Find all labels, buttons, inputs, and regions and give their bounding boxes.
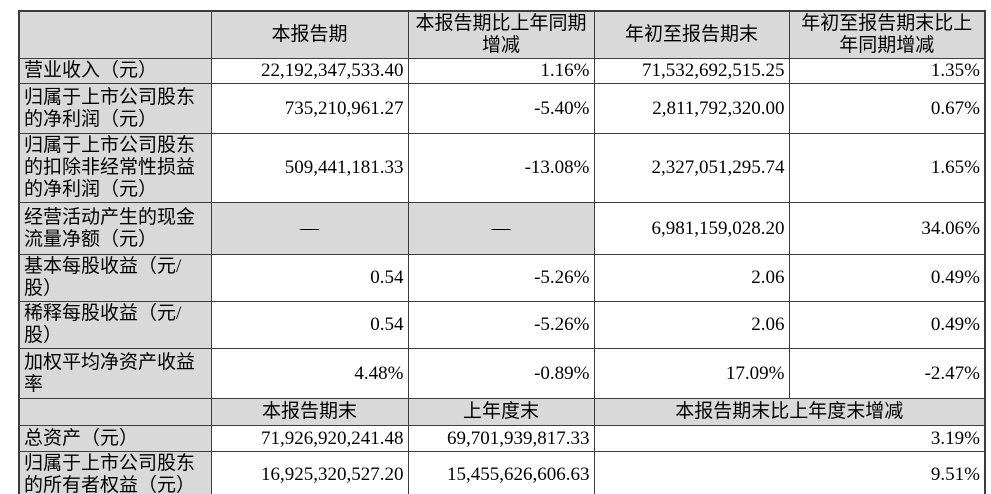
value-ytd: 6,981,159,028.20	[593, 202, 790, 255]
col-header-current-period: 本报告期	[210, 10, 409, 59]
value-end-change: 9.51%	[593, 451, 986, 494]
value-ytd: 2.06	[593, 254, 790, 302]
header-row-end-of-period: 本报告期末 上年度末 本报告期末比上年度末增减	[18, 398, 986, 426]
value-period-yoy: 1.16%	[407, 58, 595, 84]
row-equity-attributable: 归属于上市公司股东 的所有者权益（元） 16,925,320,527.20 15…	[18, 451, 986, 494]
metric-label: 加权平均净资产收益 率	[18, 348, 212, 399]
value-current-period: 0.54	[210, 301, 409, 349]
value-period-yoy: -0.89%	[407, 348, 595, 399]
row-operating-revenue: 营业收入（元） 22,192,347,533.40 1.16% 71,532,6…	[18, 58, 986, 84]
metric-label: 总资产（元）	[18, 425, 212, 452]
value-current-period: 509,441,181.33	[210, 133, 409, 203]
value-ytd-yoy: 1.65%	[788, 133, 986, 203]
row-net-profit-attributable: 归属于上市公司股东 的净利润（元） 735,210,961.27 -5.40% …	[18, 83, 986, 134]
corner-cell	[18, 398, 212, 426]
value-ytd: 2.06	[593, 301, 790, 349]
metric-label: 归属于上市公司股东 的净利润（元）	[18, 83, 212, 134]
value-period-yoy: -5.40%	[407, 83, 595, 134]
value-current-period-end: 16,925,320,527.20	[210, 451, 409, 494]
value-current-period-end: 71,926,920,241.48	[210, 425, 409, 452]
value-ytd: 71,532,692,515.25	[593, 58, 790, 84]
value-end-change: 3.19%	[593, 425, 986, 452]
col-header-end-vs-prev-year-change: 本报告期末比上年度末增减	[593, 398, 986, 426]
value-ytd-yoy: 1.35%	[788, 58, 986, 84]
value-period-yoy: -13.08%	[407, 133, 595, 203]
row-diluted-eps: 稀释每股收益（元/ 股） 0.54 -5.26% 2.06 0.49%	[18, 301, 986, 349]
metric-label: 基本每股收益（元/ 股）	[18, 254, 212, 302]
value-ytd-yoy: -2.47%	[788, 348, 986, 399]
metric-label: 稀释每股收益（元/ 股）	[18, 301, 212, 349]
corner-cell	[18, 10, 212, 59]
col-header-current-period-end: 本报告期末	[210, 398, 409, 426]
row-weighted-avg-roe: 加权平均净资产收益 率 4.48% -0.89% 17.09% -2.47%	[18, 348, 986, 399]
value-ytd: 2,327,051,295.74	[593, 133, 790, 203]
col-header-prev-year-end: 上年度末	[407, 398, 595, 426]
value-ytd: 17.09%	[593, 348, 790, 399]
row-operating-cash-flow: 经营活动产生的现金 流量净额（元） — — 6,981,159,028.20 3…	[18, 202, 986, 255]
header-row-period: 本报告期 本报告期比上年同期 增减 年初至报告期末 年初至报告期末比上 年同期增…	[18, 10, 986, 59]
value-current-period-na: —	[210, 202, 409, 255]
value-current-period: 735,210,961.27	[210, 83, 409, 134]
value-current-period: 22,192,347,533.40	[210, 58, 409, 84]
col-header-ytd-yoy-change: 年初至报告期末比上 年同期增减	[788, 10, 986, 59]
value-period-yoy: -5.26%	[407, 254, 595, 302]
row-basic-eps: 基本每股收益（元/ 股） 0.54 -5.26% 2.06 0.49%	[18, 254, 986, 302]
key-accounting-data-table: 本报告期 本报告期比上年同期 增减 年初至报告期末 年初至报告期末比上 年同期增…	[18, 10, 986, 494]
value-ytd-yoy: 0.49%	[788, 301, 986, 349]
metric-label: 营业收入（元）	[18, 58, 212, 84]
value-ytd-yoy: 34.06%	[788, 202, 986, 255]
value-current-period: 0.54	[210, 254, 409, 302]
value-ytd-yoy: 0.67%	[788, 83, 986, 134]
value-prev-year-end: 15,455,626,606.63	[407, 451, 595, 494]
row-net-profit-excl-nonrecurring: 归属于上市公司股东 的扣除非经常性损益 的净利润（元） 509,441,181.…	[18, 133, 986, 203]
value-current-period: 4.48%	[210, 348, 409, 399]
row-total-assets: 总资产（元） 71,926,920,241.48 69,701,939,817.…	[18, 425, 986, 452]
value-period-yoy: -5.26%	[407, 301, 595, 349]
value-period-yoy-na: —	[407, 202, 595, 255]
metric-label: 归属于上市公司股东 的所有者权益（元）	[18, 451, 212, 494]
value-prev-year-end: 69,701,939,817.33	[407, 425, 595, 452]
metric-label: 经营活动产生的现金 流量净额（元）	[18, 202, 212, 255]
value-ytd-yoy: 0.49%	[788, 254, 986, 302]
metric-label: 归属于上市公司股东 的扣除非经常性损益 的净利润（元）	[18, 133, 212, 203]
col-header-ytd: 年初至报告期末	[593, 10, 790, 59]
col-header-period-yoy-change: 本报告期比上年同期 增减	[407, 10, 595, 59]
value-ytd: 2,811,792,320.00	[593, 83, 790, 134]
